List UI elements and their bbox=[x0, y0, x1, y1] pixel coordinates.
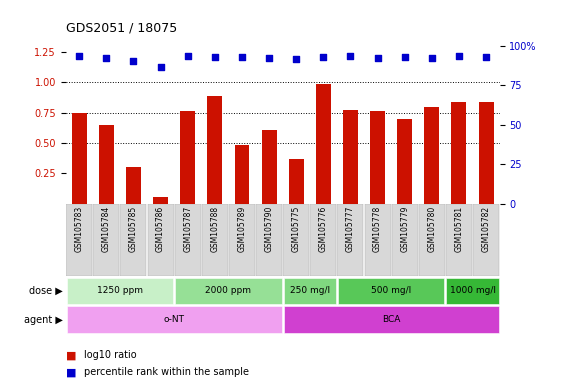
Bar bbox=[478, 102, 493, 204]
Text: GDS2051 / 18075: GDS2051 / 18075 bbox=[66, 22, 177, 35]
Text: GSM105786: GSM105786 bbox=[156, 206, 165, 252]
Bar bbox=[419, 204, 445, 276]
Bar bbox=[256, 204, 282, 276]
Point bbox=[455, 53, 464, 59]
Point bbox=[183, 53, 192, 59]
Bar bbox=[262, 130, 276, 204]
Bar bbox=[207, 96, 222, 204]
Point bbox=[75, 53, 84, 59]
Bar bbox=[343, 110, 358, 204]
Bar bbox=[99, 125, 114, 204]
Text: GSM105789: GSM105789 bbox=[238, 206, 247, 252]
Text: GSM105783: GSM105783 bbox=[75, 206, 84, 252]
Bar bbox=[289, 159, 304, 204]
Point bbox=[156, 64, 165, 70]
Text: GSM105784: GSM105784 bbox=[102, 206, 111, 252]
Point bbox=[129, 58, 138, 64]
Text: 2000 ppm: 2000 ppm bbox=[206, 286, 251, 295]
Point bbox=[481, 54, 490, 60]
Text: GSM105776: GSM105776 bbox=[319, 206, 328, 252]
Point bbox=[427, 55, 436, 61]
Point bbox=[319, 54, 328, 60]
Text: GSM105780: GSM105780 bbox=[427, 206, 436, 252]
Text: GSM105785: GSM105785 bbox=[129, 206, 138, 252]
Text: log10 ratio: log10 ratio bbox=[84, 350, 136, 360]
Point bbox=[238, 54, 247, 60]
Bar bbox=[229, 204, 255, 276]
Bar bbox=[284, 278, 336, 304]
Bar bbox=[175, 278, 282, 304]
Bar bbox=[120, 204, 147, 276]
Bar bbox=[66, 204, 93, 276]
Text: BCA: BCA bbox=[382, 315, 400, 324]
Text: GSM105777: GSM105777 bbox=[346, 206, 355, 252]
Bar bbox=[67, 306, 282, 333]
Bar bbox=[424, 107, 439, 204]
Bar bbox=[153, 197, 168, 204]
Bar bbox=[283, 204, 309, 276]
Text: agent ▶: agent ▶ bbox=[24, 314, 63, 325]
Text: ■: ■ bbox=[66, 350, 76, 360]
Text: 500 mg/l: 500 mg/l bbox=[371, 286, 411, 295]
Point bbox=[346, 53, 355, 59]
Text: GSM105790: GSM105790 bbox=[264, 206, 274, 252]
Bar bbox=[338, 278, 444, 304]
Text: dose ▶: dose ▶ bbox=[29, 286, 63, 296]
Point bbox=[292, 56, 301, 63]
Bar bbox=[72, 113, 87, 204]
Bar bbox=[284, 306, 498, 333]
Bar bbox=[202, 204, 228, 276]
Text: GSM105782: GSM105782 bbox=[481, 206, 490, 252]
Point bbox=[400, 54, 409, 60]
Bar bbox=[175, 204, 201, 276]
Bar bbox=[126, 167, 141, 204]
Bar bbox=[235, 146, 250, 204]
Text: GSM105779: GSM105779 bbox=[400, 206, 409, 252]
Text: 1250 ppm: 1250 ppm bbox=[97, 286, 143, 295]
Text: percentile rank within the sample: percentile rank within the sample bbox=[84, 367, 249, 377]
Bar bbox=[337, 204, 364, 276]
Bar bbox=[447, 278, 498, 304]
Text: ■: ■ bbox=[66, 367, 76, 377]
Point bbox=[373, 55, 382, 61]
Bar bbox=[364, 204, 391, 276]
Bar bbox=[452, 102, 467, 204]
Bar bbox=[180, 111, 195, 204]
Bar bbox=[446, 204, 472, 276]
Text: o-NT: o-NT bbox=[164, 315, 184, 324]
Point bbox=[102, 55, 111, 61]
Text: GSM105788: GSM105788 bbox=[210, 206, 219, 252]
Text: GSM105778: GSM105778 bbox=[373, 206, 382, 252]
Bar bbox=[370, 111, 385, 204]
Text: GSM105781: GSM105781 bbox=[455, 206, 464, 252]
Bar bbox=[147, 204, 174, 276]
Bar bbox=[310, 204, 336, 276]
Point bbox=[264, 55, 274, 61]
Bar bbox=[473, 204, 499, 276]
Bar bbox=[93, 204, 119, 276]
Text: 250 mg/l: 250 mg/l bbox=[289, 286, 330, 295]
Point bbox=[210, 54, 219, 60]
Bar bbox=[67, 278, 173, 304]
Text: 1000 mg/l: 1000 mg/l bbox=[449, 286, 496, 295]
Bar bbox=[316, 84, 331, 204]
Bar bbox=[397, 119, 412, 204]
Text: GSM105787: GSM105787 bbox=[183, 206, 192, 252]
Bar bbox=[392, 204, 418, 276]
Text: GSM105775: GSM105775 bbox=[292, 206, 301, 252]
